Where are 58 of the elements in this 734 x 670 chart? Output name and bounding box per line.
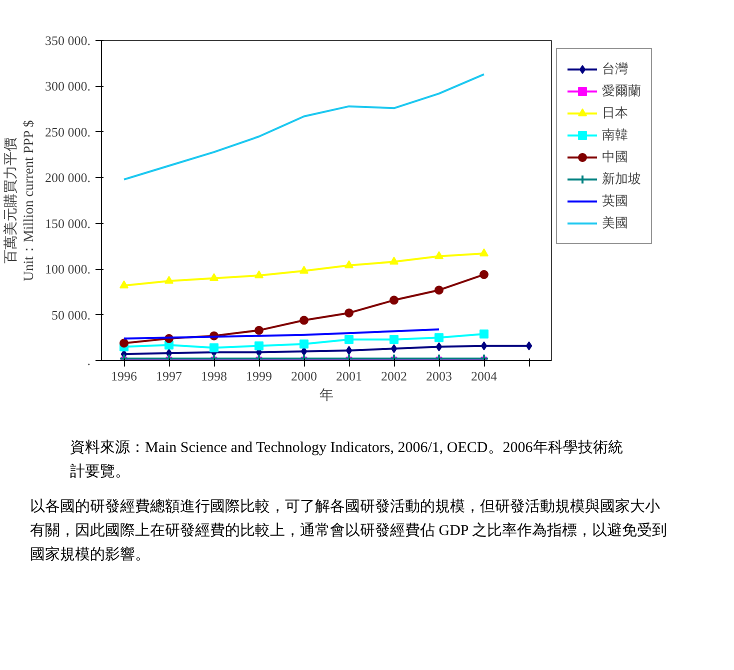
point (344, 308, 354, 318)
x-tick-label: 2002 (381, 368, 407, 384)
y-tick-label: 100 000. (45, 262, 90, 277)
point (300, 340, 308, 349)
line-series (123, 73, 485, 180)
x-tick-label: 1998 (201, 368, 227, 384)
point (210, 273, 218, 282)
x-tick-label: 2003 (426, 368, 452, 384)
y-tick-label: 150 000. (45, 216, 90, 231)
y-tick-label: 50 000. (52, 307, 90, 322)
point (390, 296, 398, 305)
point (480, 329, 488, 338)
legend-label: 愛爾蘭 (602, 82, 641, 100)
point (344, 260, 354, 268)
x-tick-label: 2000 (291, 368, 317, 384)
point (434, 286, 444, 295)
point (434, 333, 444, 342)
y-tick-label: 250 000. (45, 124, 90, 140)
point (254, 270, 264, 278)
legend-label: 台灣 (602, 60, 628, 78)
legend-label: 英國 (602, 192, 628, 210)
x-tick-label: 1999 (246, 368, 272, 384)
text: 以各國的研發經費總額進行國際比較，可了解各國研發活動的規模，但研發活動規模與國家大小有關，因此國際上在研發經費的比較上，通常會以研發經費佔 GDP 之比率作為指標，以避免受到國家規模的影響。 (30, 497, 668, 565)
x-tick-label: 1996 (111, 368, 138, 384)
point (480, 248, 488, 256)
point (346, 346, 352, 355)
x-axis-title: 年 (320, 388, 334, 404)
x-tick-label: 2001 (336, 368, 362, 384)
point (120, 338, 128, 348)
point (390, 334, 398, 344)
point (300, 266, 308, 274)
y-tick-label: . (87, 353, 90, 368)
source-note: 資料來源：Main Science and Technology Indicators, 2006/1, OECD。2006年科學技術統計要覽。 (70, 438, 624, 482)
y-tick-label: 300 000. (45, 78, 90, 94)
legend-label: 美國 (602, 214, 628, 232)
point (344, 334, 354, 344)
point (390, 344, 398, 354)
point (164, 276, 174, 284)
point (390, 256, 398, 265)
legend-label: 中國 (602, 148, 628, 166)
y-tick-label: 200 000. (45, 170, 90, 186)
point (526, 341, 532, 350)
point (434, 251, 444, 260)
legend-label: 南韓 (602, 126, 628, 144)
point (254, 326, 264, 335)
point (436, 342, 442, 352)
point (210, 343, 218, 352)
point (480, 341, 488, 350)
legend-label: 新加坡 (602, 170, 641, 188)
point (254, 341, 264, 350)
point (480, 270, 488, 280)
y-axis-title: 百萬美元購買力平價 Unit：Million current PPP $ (3, 120, 37, 282)
legend-label: 日本 (602, 104, 628, 122)
point (120, 280, 128, 288)
y-tick-label: 350 000. (45, 33, 90, 48)
x-tick-label: 2004 (471, 368, 498, 384)
x-tick-label: 1997 (156, 368, 182, 384)
point (300, 316, 308, 325)
